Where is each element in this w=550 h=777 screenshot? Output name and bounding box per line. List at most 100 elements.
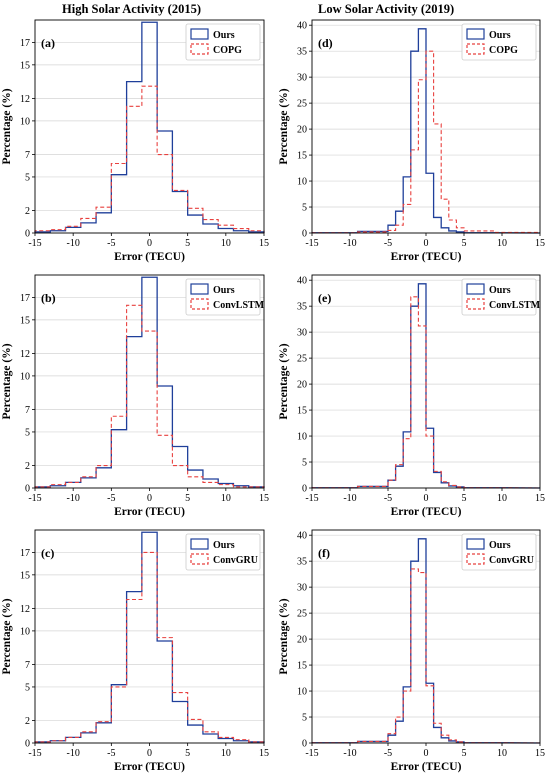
x-tick-label: -15	[305, 493, 318, 504]
panel-label: (f)	[318, 546, 330, 560]
panel-label: (a)	[41, 36, 55, 50]
legend-label: Ours	[489, 285, 511, 296]
x-axis-label: Error (TECU)	[114, 506, 185, 518]
x-tick-label: -10	[66, 238, 79, 249]
y-tick-label: 25	[297, 99, 307, 110]
y-tick-label: 2	[25, 461, 30, 472]
y-tick-label: 2	[25, 206, 30, 217]
legend-label: ConvLSTM	[213, 300, 265, 311]
x-tick-label: 10	[221, 238, 231, 249]
x-tick-label: 0	[147, 238, 152, 249]
x-tick-label: 10	[221, 748, 231, 759]
x-tick-label: 0	[424, 748, 429, 759]
x-tick-label: -5	[384, 238, 392, 249]
series-ours-line	[311, 28, 541, 234]
series-convlstm-line	[34, 304, 265, 488]
y-tick-label: 7	[25, 660, 30, 671]
legend-swatch	[190, 43, 209, 55]
legend-label: ConvGRU	[489, 555, 534, 566]
y-tick-label: 10	[297, 177, 307, 188]
x-tick-label: 0	[424, 493, 429, 504]
y-tick-label: 15	[297, 406, 307, 417]
x-tick-label: -15	[28, 238, 41, 249]
y-tick-label: 12	[20, 94, 30, 105]
x-tick-label: 15	[535, 748, 545, 759]
legend-box	[461, 278, 537, 316]
panel-label: (c)	[41, 546, 54, 560]
y-tick-label: 15	[20, 570, 30, 581]
x-tick-label: -10	[343, 748, 356, 759]
y-tick-label: 40	[297, 276, 307, 287]
legend-label: ConvLSTM	[489, 300, 541, 311]
y-tick-label: 30	[297, 73, 307, 84]
y-axis-label: Percentage (%)	[1, 598, 13, 674]
y-tick-label: 5	[302, 203, 307, 214]
x-tick-label: -10	[66, 748, 79, 759]
y-tick-label: 0	[302, 229, 307, 240]
series-copg-line	[311, 50, 541, 234]
legend-swatch	[190, 28, 209, 40]
x-tick-label: 5	[185, 748, 190, 759]
y-tick-label: 15	[20, 315, 30, 326]
y-tick-label: 2	[25, 716, 30, 727]
x-tick-label: -15	[305, 748, 318, 759]
y-tick-label: 30	[297, 583, 307, 594]
y-tick-label: 25	[297, 609, 307, 620]
y-tick-label: 7	[25, 405, 30, 416]
x-axis-label: Error (TECU)	[391, 506, 462, 518]
y-tick-label: 40	[297, 21, 307, 32]
y-tick-label: 25	[297, 354, 307, 365]
y-tick-label: 12	[20, 604, 30, 615]
x-axis-label: Error (TECU)	[391, 761, 462, 773]
y-tick-label: 35	[297, 302, 307, 313]
legend-swatch	[466, 553, 485, 565]
x-tick-label: -15	[305, 238, 318, 249]
y-tick-label: 0	[25, 739, 30, 750]
legend-swatch	[466, 28, 485, 40]
x-tick-label: 15	[535, 493, 545, 504]
x-tick-label: 5	[185, 238, 190, 249]
plot-frame	[311, 274, 541, 489]
x-tick-label: -15	[28, 748, 41, 759]
y-axis-label: Percentage (%)	[278, 598, 290, 674]
chart-panel-b: 0 2 5 7 10 12 15 17 -15 -10 -5 0 5 10 15 (b) Ours ConvLST…	[1, 274, 269, 518]
x-tick-label: 5	[185, 493, 190, 504]
x-tick-label: -10	[343, 493, 356, 504]
series-convgru-line	[34, 551, 265, 743]
legend-label: COPG	[213, 45, 242, 56]
legend-label: Ours	[213, 285, 235, 296]
legend-box	[461, 23, 537, 61]
y-tick-label: 7	[25, 150, 30, 161]
chart-panel-d: 0 5 10 15 20 25 30 35 40 -15 -10 -5 0 5 10 15 (d) Ours COP…	[278, 19, 545, 263]
legend-box	[185, 278, 261, 316]
legend-label: ConvGRU	[213, 555, 258, 566]
x-tick-label: 15	[259, 748, 269, 759]
x-tick-label: 5	[462, 238, 467, 249]
legend-swatch	[466, 283, 485, 295]
x-tick-label: 15	[259, 238, 269, 249]
series-convgru-line	[311, 568, 541, 744]
y-tick-label: 35	[297, 557, 307, 568]
y-tick-label: 30	[297, 328, 307, 339]
y-tick-label: 10	[297, 687, 307, 698]
y-tick-label: 10	[20, 116, 30, 127]
x-tick-label: 15	[259, 493, 269, 504]
y-tick-label: 5	[25, 682, 30, 693]
legend-label: COPG	[489, 45, 518, 56]
legend-label: Ours	[213, 540, 235, 551]
x-tick-label: -5	[107, 748, 115, 759]
x-tick-label: 10	[221, 493, 231, 504]
x-axis-label: Error (TECU)	[391, 251, 462, 263]
y-axis-label: Percentage (%)	[1, 343, 13, 419]
panel-label: (d)	[318, 36, 333, 50]
plot-frame	[34, 529, 265, 744]
chart-panel-e: 0 5 10 15 20 25 30 35 40 -15 -10 -5 0 5 10 15 (e) Ours Con…	[278, 274, 545, 518]
x-tick-label: -5	[384, 493, 392, 504]
x-tick-label: -10	[66, 493, 79, 504]
panel-label: (b)	[41, 291, 56, 305]
x-tick-label: -5	[107, 238, 115, 249]
x-tick-label: 0	[424, 238, 429, 249]
legend-box	[461, 533, 537, 571]
series-convlstm-line	[311, 296, 541, 489]
